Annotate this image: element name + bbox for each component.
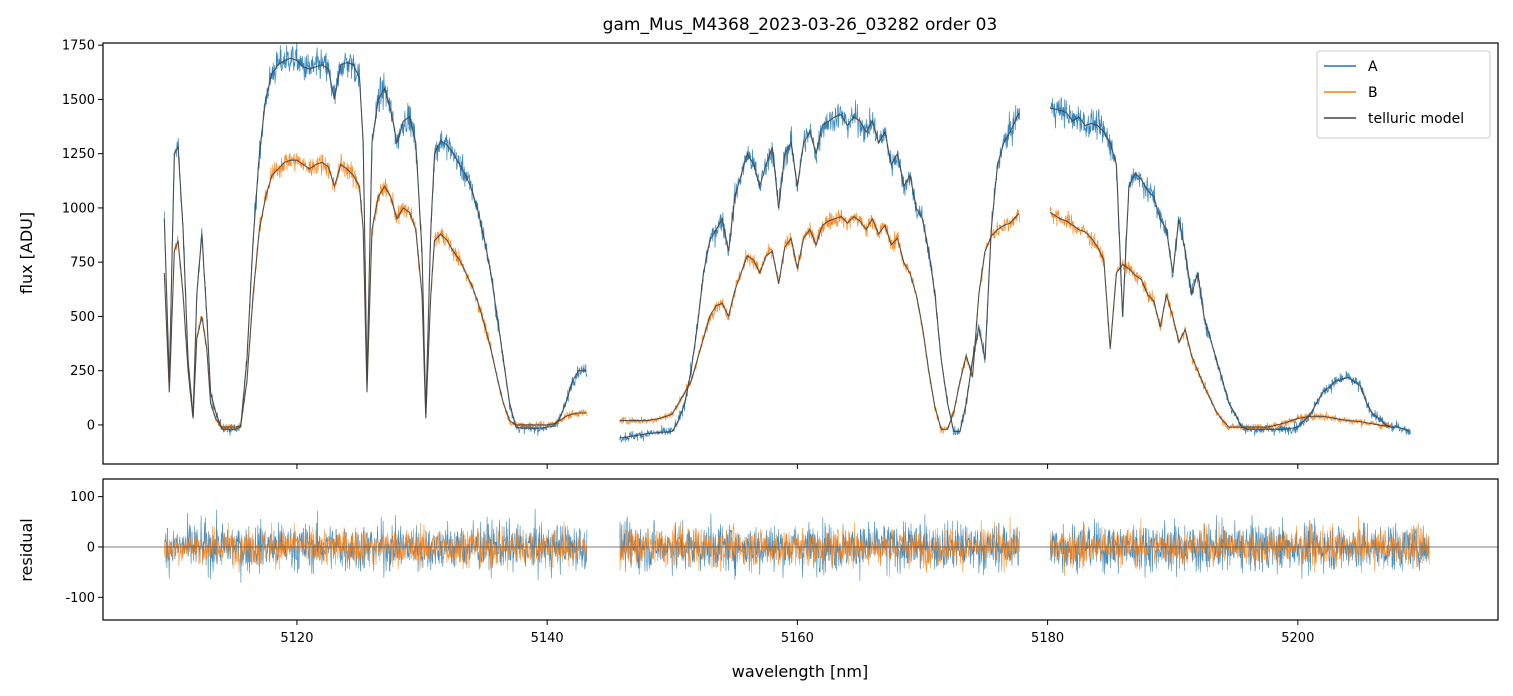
x-axis-label: wavelength [nm] bbox=[732, 662, 869, 681]
legend-box bbox=[1316, 50, 1491, 139]
chart-title: gam_Mus_M4368_2023-03-26_03282 order 03 bbox=[603, 15, 998, 35]
y-tick-label: 1750 bbox=[62, 39, 95, 54]
y-tick-label: 1500 bbox=[62, 93, 95, 108]
residual-x-ticks: 5120 5140 5160 5180 5200 bbox=[280, 620, 1314, 646]
residual-y-axis-label: residual bbox=[17, 518, 36, 581]
flux-plot-area bbox=[163, 43, 1411, 444]
y-tick-label: 250 bbox=[70, 364, 95, 379]
flux-x-ticks bbox=[296, 464, 1299, 469]
x-tick-label: 5160 bbox=[781, 631, 814, 646]
legend: A B telluric model bbox=[1316, 50, 1491, 139]
legend-label-a: A bbox=[1368, 59, 1378, 75]
residual-y-ticks: -100 0 100 bbox=[65, 490, 103, 606]
x-tick-label: 5120 bbox=[280, 631, 313, 646]
residual-panel: -100 0 100 5120 5140 5160 5180 5200 residual bbox=[17, 478, 1499, 646]
y-tick-label: 1000 bbox=[62, 201, 95, 216]
y-tick-label: 500 bbox=[70, 310, 95, 325]
y-tick-label: 1250 bbox=[62, 147, 95, 162]
y-tick-label: -100 bbox=[65, 591, 95, 606]
flux-panel: 0 250 500 750 1000 1250 1500 1750 flux [ADU] A … bbox=[17, 39, 1499, 469]
legend-label-b: B bbox=[1368, 85, 1378, 101]
telluric-model-b-line bbox=[163, 159, 1391, 430]
y-tick-label: 100 bbox=[70, 490, 95, 505]
flux-y-axis-label: flux [ADU] bbox=[17, 212, 36, 294]
y-tick-label: 0 bbox=[87, 540, 95, 555]
legend-label-model: telluric model bbox=[1368, 111, 1464, 127]
x-tick-label: 5200 bbox=[1281, 631, 1314, 646]
x-tick-label: 5180 bbox=[1031, 631, 1064, 646]
telluric-model-a-line bbox=[163, 57, 1410, 439]
flux-axes-frame bbox=[102, 42, 1499, 465]
x-tick-label: 5140 bbox=[531, 631, 564, 646]
y-tick-label: 750 bbox=[70, 256, 95, 271]
flux-y-ticks: 0 250 500 750 1000 1250 1500 1750 bbox=[62, 39, 103, 433]
residual-axes-frame bbox=[102, 478, 1499, 621]
residual-plot-area bbox=[103, 508, 1498, 583]
y-tick-label: 0 bbox=[87, 418, 95, 433]
